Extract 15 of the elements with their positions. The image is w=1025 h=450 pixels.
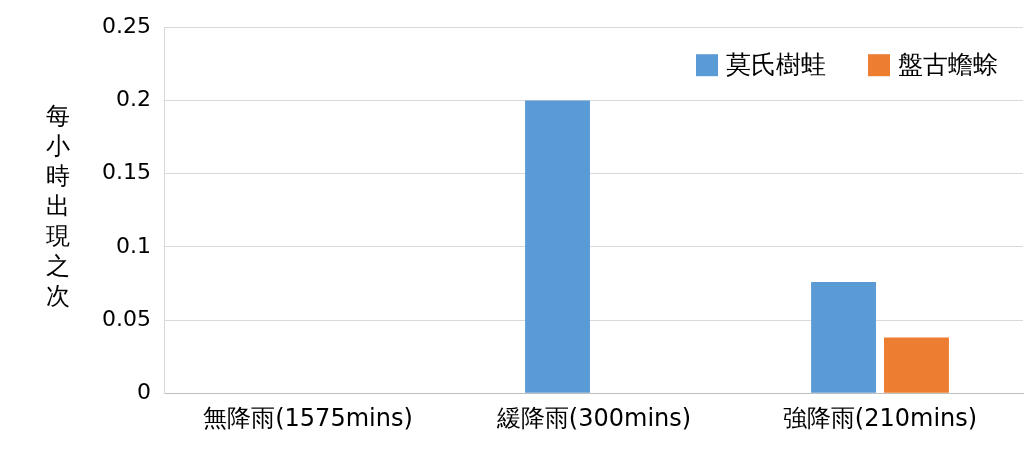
bar	[525, 100, 590, 393]
bar	[811, 281, 876, 393]
legend-label: 盤古蟾蜍	[898, 49, 998, 79]
y-tick-label: 0.05	[102, 305, 151, 331]
x-tick-label: 緩降雨(300mins)	[495, 403, 692, 432]
y-axis-title: 每小時出現之次	[46, 102, 70, 311]
x-tick-label: 強降雨(210mins)	[782, 403, 978, 432]
x-tick-label: 無降雨(1575mins)	[203, 403, 413, 432]
bar	[884, 337, 949, 393]
legend-label: 莫氏樹蛙	[726, 49, 826, 79]
y-tick-label: 0.1	[115, 232, 151, 258]
y-tick-label: 0.25	[102, 12, 151, 38]
y-tick-label: 0.15	[102, 159, 151, 185]
y-tick-label: 0.2	[115, 86, 151, 112]
y-tick-label: 0	[136, 378, 151, 404]
